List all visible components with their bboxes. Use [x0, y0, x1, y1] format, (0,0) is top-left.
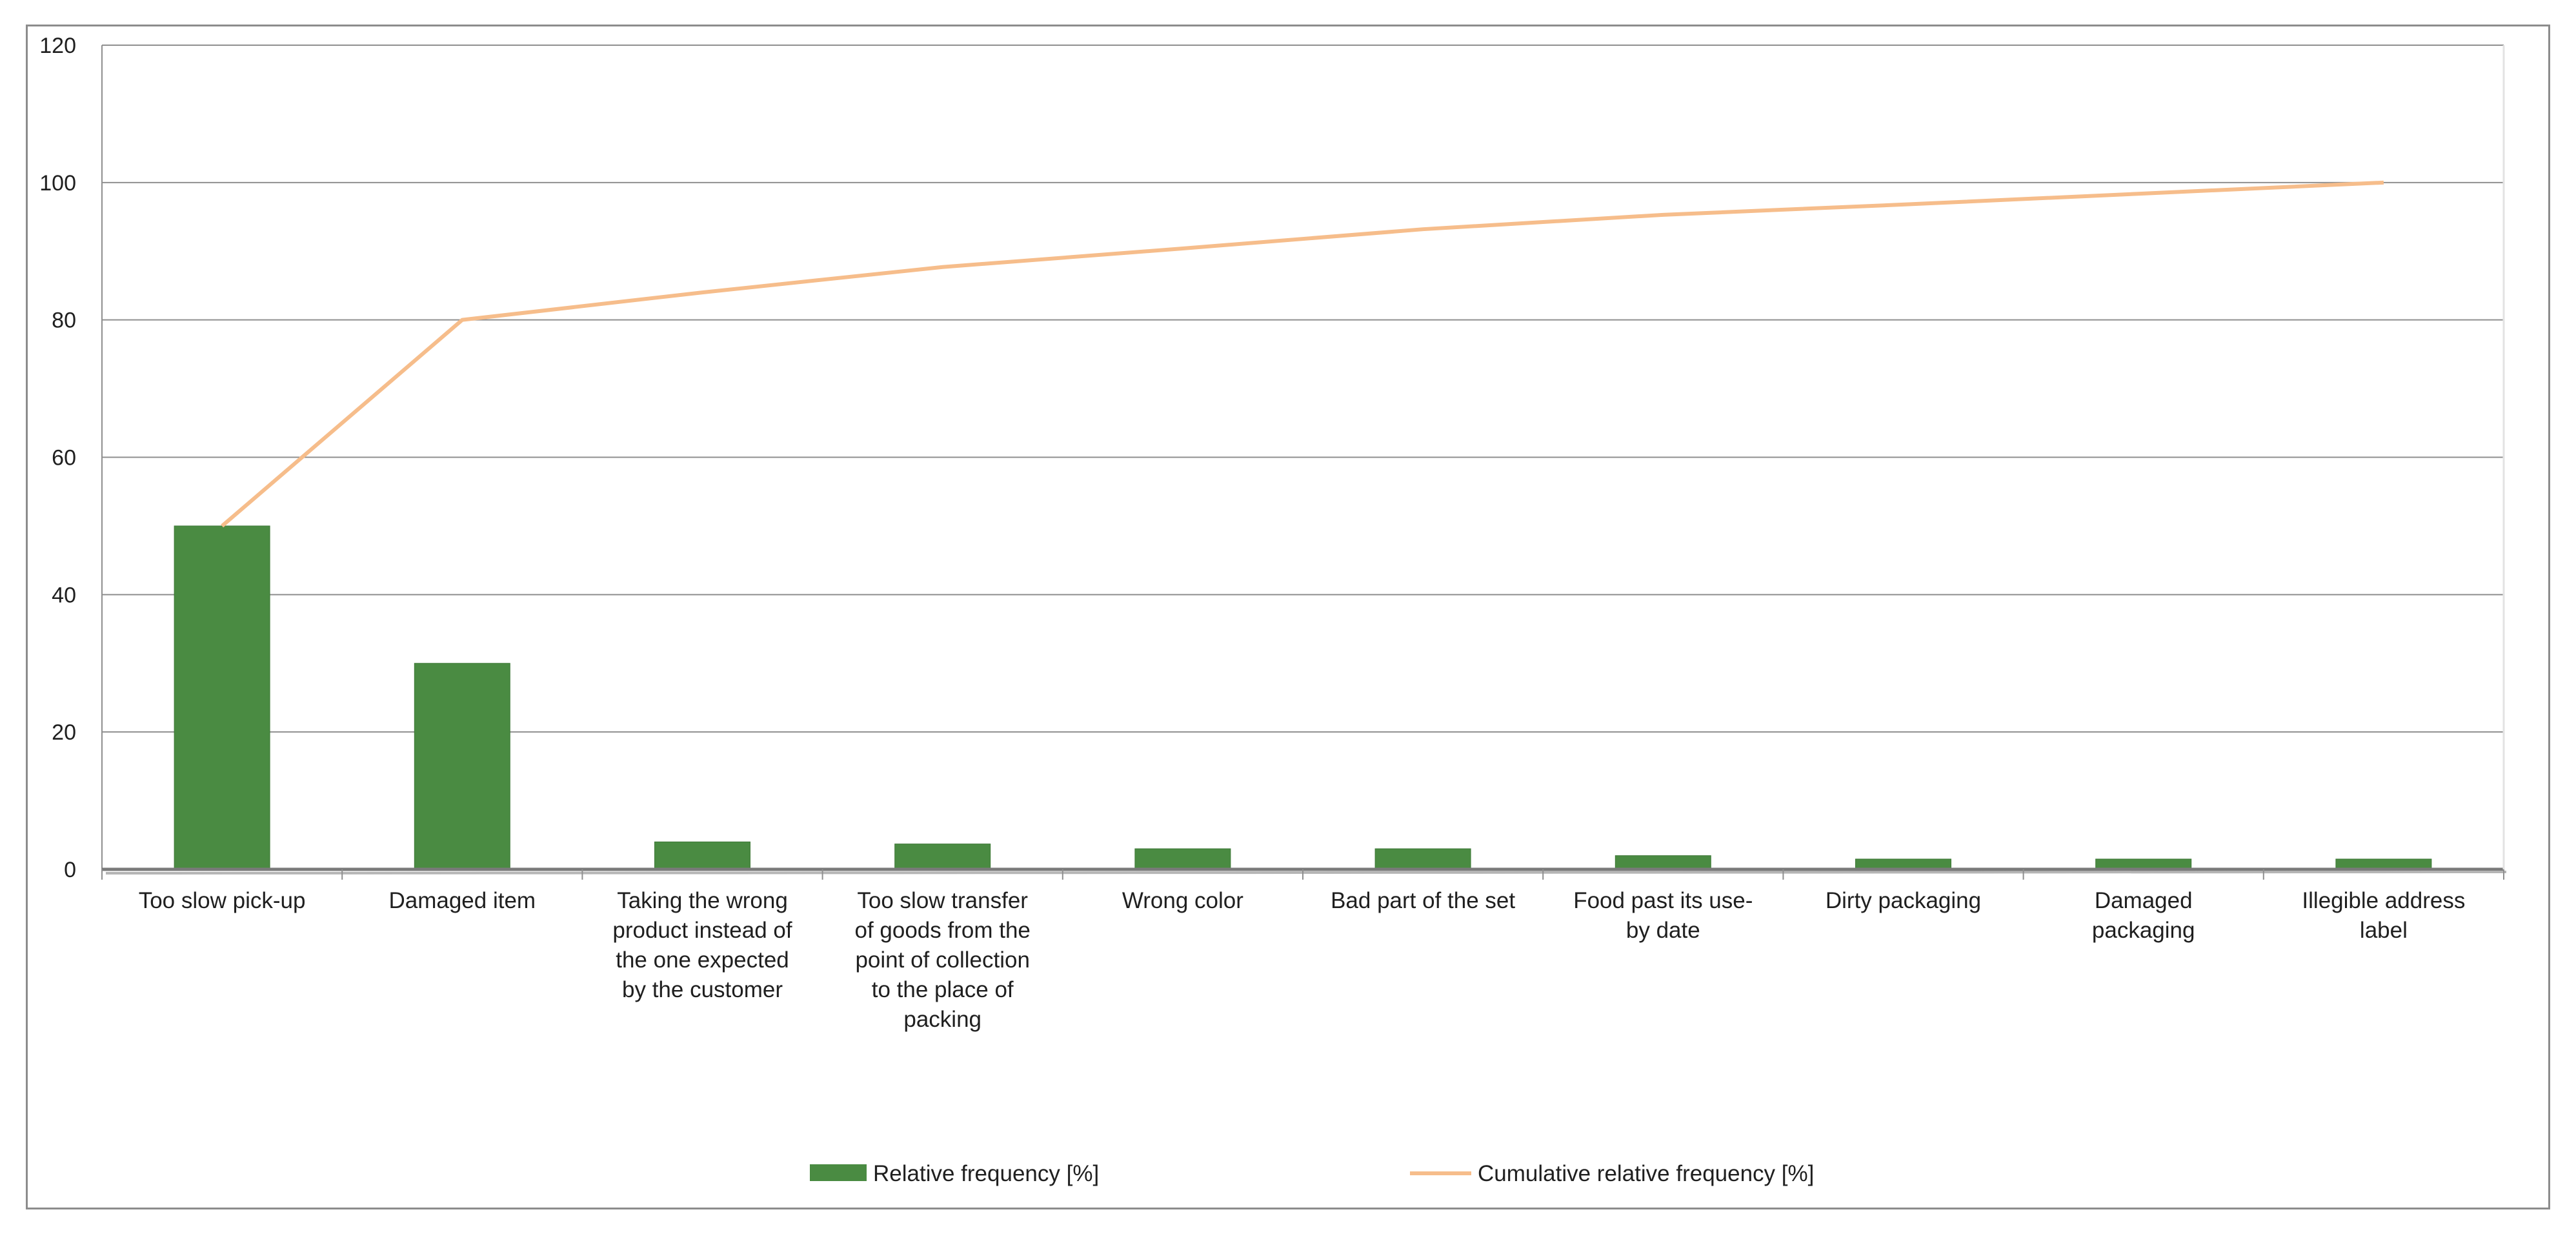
y-tick-label: 0 [64, 858, 76, 882]
x-category-label-line: Food past its use- [1573, 888, 1753, 913]
bar [1615, 855, 1711, 870]
x-category-label-line: by the customer [622, 977, 783, 1002]
legend-line-label: Cumulative relative frequency [%] [1478, 1161, 1814, 1186]
x-category-label: Wrong color [1122, 888, 1243, 913]
x-axis-category-labels: Too slow pick-up Damaged item Taking the w… [139, 888, 2466, 1032]
x-category-label-line: by date [1626, 918, 1700, 943]
y-tick-label: 80 [52, 308, 76, 333]
legend: Relative frequency [%] Cumulative relati… [810, 1161, 1814, 1186]
y-tick-label: 40 [52, 583, 76, 607]
x-category-label-line: Damaged item [388, 888, 536, 913]
x-category-label-line: label [2360, 918, 2408, 943]
x-category-label-line: Taking the wrong [617, 888, 788, 913]
bar [654, 841, 750, 870]
y-tick-label: 100 [39, 171, 76, 196]
chart-frame [26, 25, 2550, 1209]
bar-series [174, 525, 2432, 870]
legend-bar-swatch [810, 1164, 867, 1181]
y-tick-label: 20 [52, 720, 76, 745]
x-category-label-line: Too slow pick-up [139, 888, 306, 913]
x-category-label: Taking the wrong product instead of the on… [612, 888, 792, 1002]
gridlines [102, 45, 2504, 733]
x-category-label: Illegible address label [2302, 888, 2465, 943]
x-category-label: Damaged packaging [2092, 888, 2195, 943]
x-category-label-line: product instead of [612, 918, 792, 943]
x-category-label: Too slow pick-up [139, 888, 306, 913]
x-category-label-line: the one expected [616, 947, 789, 973]
x-category-label: Too slow transfer of goods from the point … [855, 888, 1031, 1032]
x-category-label-line: Damaged [2095, 888, 2193, 913]
x-category-label: Dirty packaging [1826, 888, 1981, 913]
x-category-label-line: packaging [2092, 918, 2195, 943]
x-axis-floor [105, 871, 2507, 875]
x-category-label-line: Bad part of the set [1331, 888, 1515, 913]
bar [174, 525, 270, 870]
y-axis-tick-labels: 0 20 40 60 80 100 120 [39, 34, 76, 882]
legend-bar-label: Relative frequency [%] [873, 1161, 1099, 1186]
axes [101, 45, 2507, 880]
bar [414, 663, 510, 870]
x-category-label-line: to the place of [872, 977, 1014, 1002]
x-category-label: Bad part of the set [1331, 888, 1515, 913]
bar [1134, 848, 1231, 870]
x-category-label-line: Illegible address [2302, 888, 2465, 913]
bar [1374, 848, 1471, 870]
cumulative-line [221, 180, 2384, 528]
x-category-label-line: of goods from the [855, 918, 1031, 943]
y-tick-label: 60 [52, 446, 76, 470]
bar [894, 844, 991, 870]
x-category-label-line: Too slow transfer [857, 888, 1028, 913]
cumulative-line-series [221, 180, 2384, 528]
y-tick-label: 120 [39, 34, 76, 58]
x-category-label-line: packing [903, 1007, 981, 1032]
x-category-label: Damaged item [388, 888, 536, 913]
x-category-label: Food past its use-by date [1573, 888, 1753, 943]
x-category-label-line: Wrong color [1122, 888, 1243, 913]
x-category-label-line: Dirty packaging [1826, 888, 1981, 913]
x-category-label-line: point of collection [855, 947, 1029, 973]
